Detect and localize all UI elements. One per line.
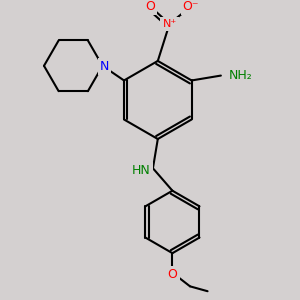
Text: O: O <box>167 268 177 281</box>
Text: HN: HN <box>132 164 151 177</box>
Text: N⁺: N⁺ <box>162 19 177 29</box>
Text: NH₂: NH₂ <box>229 69 252 82</box>
Text: N: N <box>100 60 109 73</box>
Text: O⁻: O⁻ <box>183 0 199 13</box>
Text: O: O <box>145 0 155 13</box>
